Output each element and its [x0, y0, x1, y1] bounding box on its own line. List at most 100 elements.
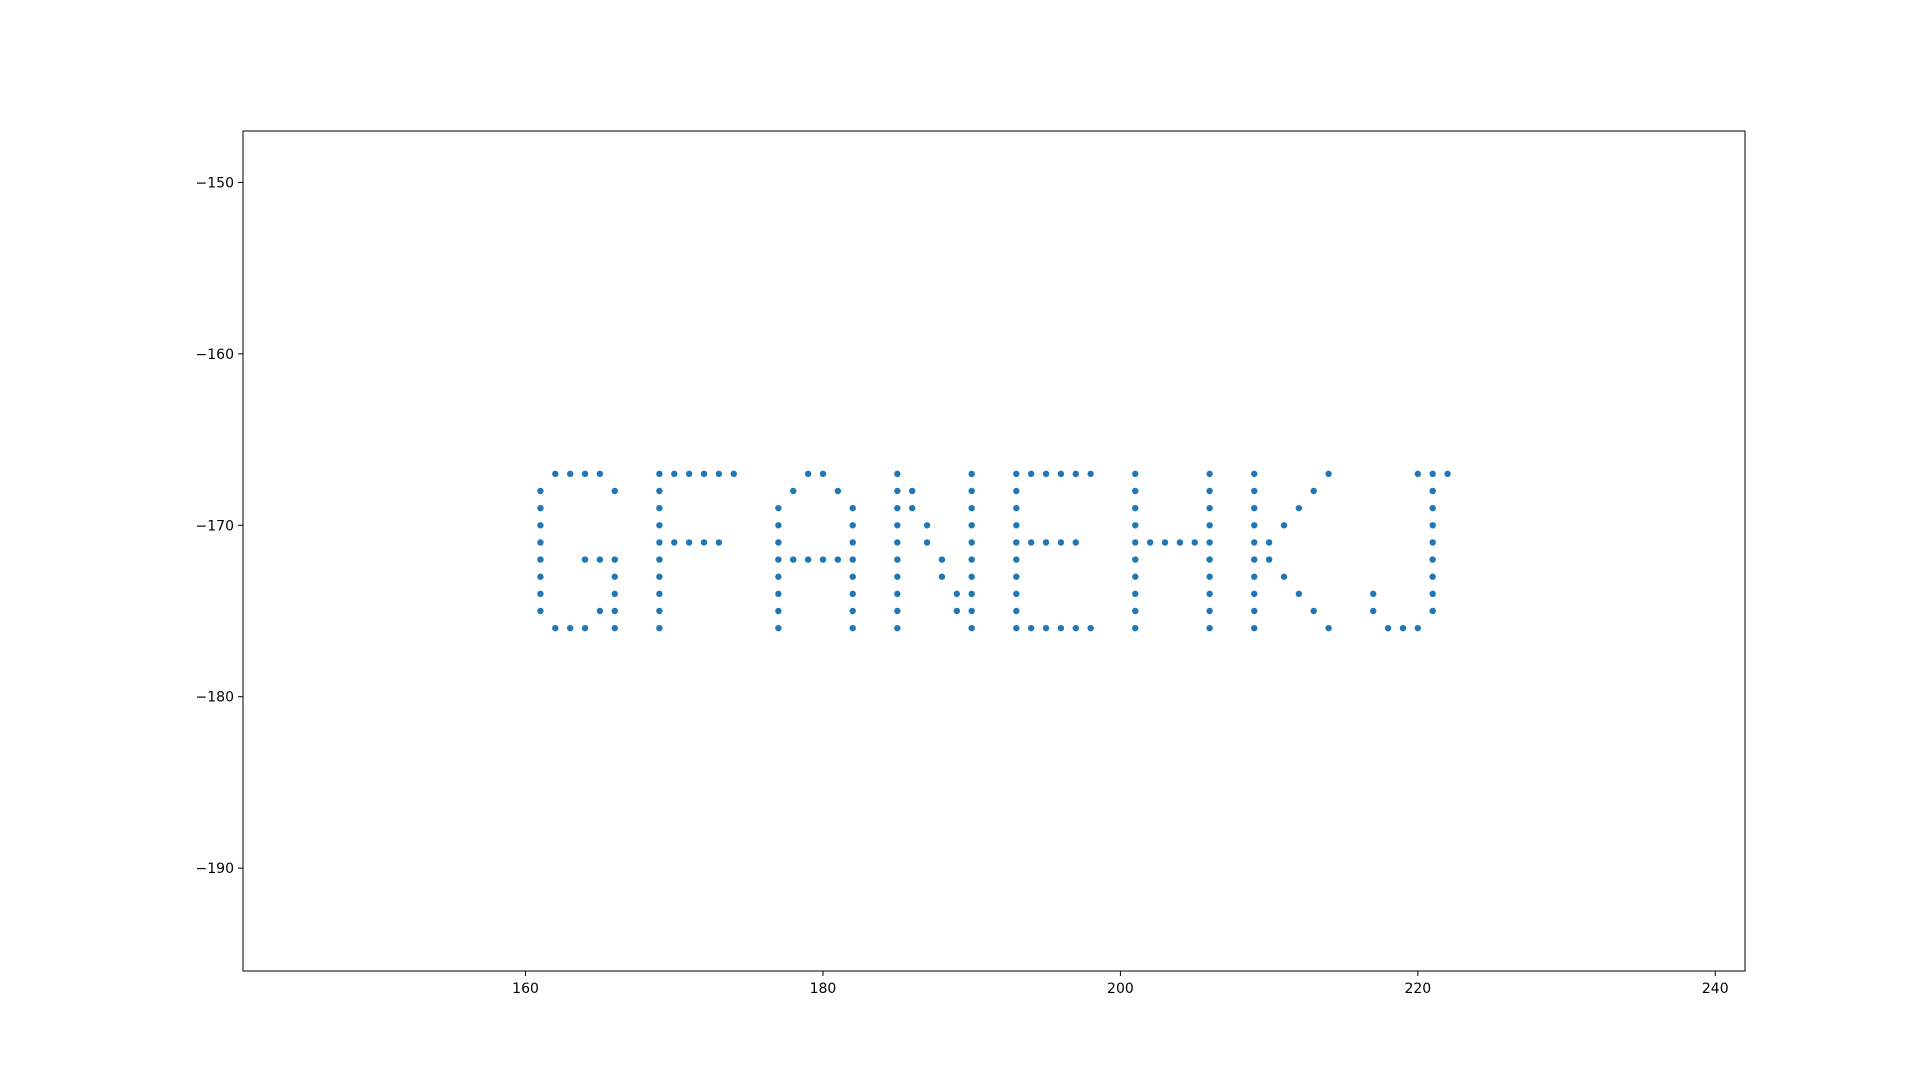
data-point	[1251, 607, 1258, 615]
data-point	[968, 624, 975, 632]
data-point	[1370, 607, 1377, 615]
data-point	[1013, 504, 1020, 512]
data-point	[1132, 504, 1139, 512]
data-point	[1206, 624, 1213, 632]
data-point	[1429, 470, 1436, 478]
data-point	[1027, 470, 1035, 478]
data-point	[1399, 624, 1407, 632]
data-point	[1251, 504, 1258, 512]
data-point	[1310, 487, 1317, 495]
data-point	[1132, 607, 1139, 615]
data-point	[938, 556, 946, 563]
data-point	[1013, 556, 1020, 563]
data-point	[1429, 556, 1436, 563]
data-point	[775, 607, 782, 615]
data-point	[1132, 487, 1139, 495]
data-point	[968, 487, 975, 495]
data-point	[1161, 539, 1169, 546]
data-point	[1251, 470, 1258, 478]
data-point	[1414, 470, 1422, 478]
data-point	[715, 470, 723, 478]
data-point	[1251, 522, 1258, 529]
data-point	[656, 573, 663, 580]
data-point	[1132, 522, 1139, 529]
data-point	[1057, 624, 1065, 632]
data-point	[1251, 487, 1258, 495]
data-point	[1013, 624, 1020, 632]
data-point	[1027, 624, 1035, 632]
data-point	[1176, 539, 1184, 546]
data-point	[1206, 487, 1213, 495]
data-point	[596, 470, 604, 478]
data-point	[1013, 522, 1020, 529]
data-point	[1013, 539, 1020, 546]
data-point	[849, 504, 856, 512]
data-point	[1013, 607, 1020, 615]
data-point	[566, 624, 574, 632]
data-point	[715, 539, 723, 546]
data-point	[790, 487, 797, 495]
data-point	[968, 573, 975, 580]
data-point	[1310, 607, 1317, 615]
data-point	[656, 556, 663, 563]
data-point	[923, 522, 931, 529]
data-point	[1429, 522, 1436, 529]
data-point	[1370, 590, 1377, 598]
data-point	[804, 556, 812, 563]
data-point	[1072, 470, 1079, 478]
data-point	[656, 624, 663, 632]
data-point	[1206, 470, 1213, 478]
data-point	[804, 470, 812, 478]
data-point	[819, 470, 827, 478]
data-point	[1132, 556, 1139, 563]
data-point	[834, 556, 842, 563]
x-tick-label: 240	[1702, 981, 1729, 997]
data-point	[1087, 470, 1094, 478]
data-point	[1013, 573, 1020, 580]
data-point	[537, 607, 544, 615]
data-point	[849, 556, 856, 563]
data-point	[581, 556, 589, 563]
data-point	[537, 504, 544, 512]
data-point	[1027, 539, 1035, 546]
y-tick-label: −190	[196, 861, 234, 877]
data-point	[537, 539, 544, 546]
data-point	[611, 607, 618, 615]
data-point	[730, 470, 737, 478]
data-point	[1042, 539, 1050, 546]
data-point	[968, 590, 975, 598]
data-point	[552, 470, 559, 478]
data-point	[611, 624, 618, 632]
data-point	[968, 607, 975, 615]
data-point	[1087, 624, 1094, 632]
data-point	[1042, 470, 1050, 478]
data-point	[790, 556, 797, 563]
data-point	[1206, 522, 1213, 529]
data-point	[909, 504, 916, 512]
data-point	[685, 539, 693, 546]
data-point	[923, 539, 931, 546]
data-point	[700, 539, 708, 546]
data-point	[537, 522, 544, 529]
data-point	[1429, 487, 1436, 495]
data-point	[671, 470, 678, 478]
data-point	[537, 487, 544, 495]
data-point	[1295, 590, 1303, 598]
data-point	[1057, 539, 1065, 546]
data-point	[581, 470, 589, 478]
data-point	[656, 522, 663, 529]
data-point	[1429, 590, 1436, 598]
data-point	[1325, 624, 1332, 632]
data-point	[968, 522, 975, 529]
data-point	[1325, 470, 1332, 478]
data-point	[775, 556, 782, 563]
data-point	[1132, 590, 1139, 598]
data-point	[1206, 539, 1213, 546]
data-point	[953, 590, 961, 598]
y-tick-label: −170	[196, 518, 234, 534]
data-point	[1013, 590, 1020, 598]
data-point	[671, 539, 678, 546]
x-tick-label: 220	[1404, 981, 1431, 997]
data-point	[656, 539, 663, 546]
